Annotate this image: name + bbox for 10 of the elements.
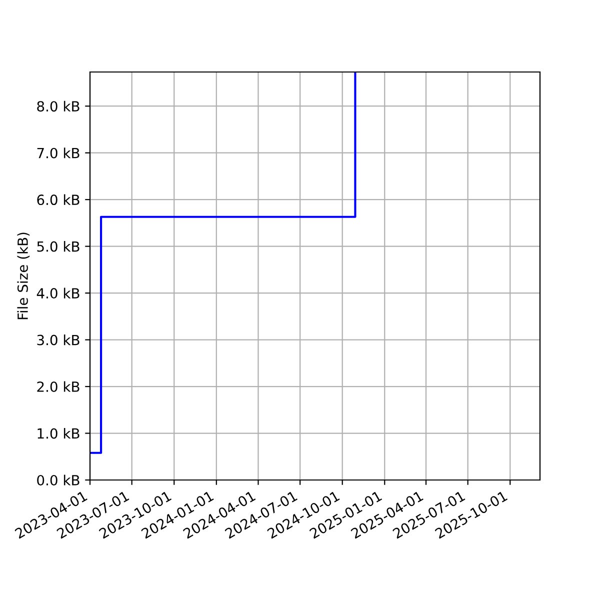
y-axis-title: File Size (kB) <box>17 232 30 320</box>
y-tick-label: 4.0 kB <box>36 288 80 299</box>
y-tick-label: 6.0 kB <box>37 194 80 206</box>
y-tick-label: 8.0 kB <box>37 100 80 112</box>
y-tick-label: 2.0 kB <box>37 381 80 392</box>
y-tick-label: 3.0 kB <box>37 334 80 346</box>
y-tick-label: 7.0 kB <box>37 148 80 158</box>
y-tick-label: 0.0 kB <box>37 474 80 486</box>
y-tick-label: 1.0 kB <box>38 428 80 439</box>
y-tick-label: 5.0 kB <box>37 241 80 252</box>
